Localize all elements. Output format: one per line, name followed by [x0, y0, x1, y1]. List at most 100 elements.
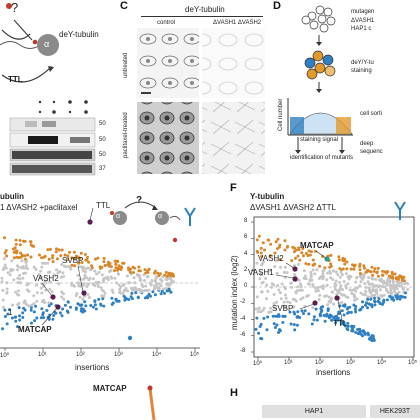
scatter-point [113, 276, 117, 280]
scatter-point [18, 239, 22, 242]
arrow-line [13, 19, 33, 41]
x-tick-label: 10⁵ [190, 352, 200, 358]
scatter-point [88, 276, 92, 280]
scatter-point [271, 314, 275, 318]
microscopy-grid [137, 28, 265, 174]
scatter-point [119, 285, 123, 289]
scatter-point [338, 280, 342, 284]
panel-a-schematic [0, 3, 96, 176]
schematic-arrow [124, 201, 157, 209]
scatter-point [390, 272, 394, 276]
scatter-point [289, 281, 293, 285]
scatter-point [293, 312, 297, 316]
scatter-point [321, 255, 325, 258]
scatter-point [3, 251, 7, 255]
scatter-point [43, 280, 47, 284]
scatter-point [367, 276, 371, 280]
scatter-point [344, 283, 348, 287]
scatter-point [1, 327, 5, 331]
flow-arrow-head [295, 150, 301, 154]
scatter-point [346, 282, 350, 286]
tubulin-circle-left [113, 211, 127, 225]
scatter-point [259, 251, 263, 255]
scatter-point [39, 286, 43, 290]
scatter-point [359, 280, 363, 284]
scatter-point [335, 270, 338, 274]
scatter-point [367, 282, 371, 286]
scatter-point [51, 254, 55, 257]
panel-f-title-1: Y-tubulin [250, 192, 285, 201]
scatter-point [341, 267, 345, 271]
panel-label-h: H [230, 387, 238, 399]
scatter-point [366, 280, 370, 284]
scatter-point [80, 261, 84, 264]
scatter-point [300, 288, 304, 292]
leader-matcap [315, 250, 327, 259]
panel-c-title: deY-tubulin [185, 5, 225, 14]
scatter-point [49, 302, 53, 306]
scatter-point [87, 260, 91, 264]
scatter-point [16, 303, 20, 307]
scatter-point [266, 315, 270, 319]
scatter-point [115, 259, 119, 263]
scatter-point [102, 304, 106, 308]
identification-label: identification of mutants [290, 155, 354, 161]
scatter-point [350, 288, 354, 292]
scatter-point [345, 260, 349, 264]
scatter-point [61, 292, 65, 296]
row-untreated: untreated [123, 52, 129, 78]
scatter-point [279, 297, 283, 301]
scatter-point [361, 292, 365, 296]
scatter-point [84, 267, 88, 271]
gene-label-vash1: VASH1 [248, 268, 274, 277]
alpha-tubulin-circle [37, 34, 59, 56]
scatter-point [262, 306, 266, 310]
scatter-point [171, 272, 175, 276]
scatter-point [74, 307, 78, 311]
scatter-point [382, 299, 386, 303]
scatter-point [322, 275, 325, 279]
scatter-point [117, 272, 121, 276]
scatter-dots [254, 234, 410, 343]
scatter-point [116, 268, 119, 272]
scatter-point [127, 281, 131, 285]
scatter-point [82, 282, 86, 286]
scatter-point [290, 285, 294, 289]
scatter-point [351, 263, 354, 267]
gate-low [290, 117, 304, 134]
scatter-point [153, 293, 157, 297]
scatter-point [354, 310, 358, 314]
alpha-letter: α [44, 39, 50, 49]
scatter-point [29, 243, 33, 247]
scatter-point [372, 285, 376, 289]
scatter-point [326, 307, 330, 311]
y-tick-label: 4 [244, 250, 248, 257]
scatter-point [375, 284, 378, 288]
scatter-point [129, 295, 133, 299]
scatter-point [103, 264, 107, 267]
scatter-point [275, 323, 279, 327]
scatter-point [48, 280, 52, 284]
scatter-point [299, 283, 303, 287]
hist-x-label: staining signal [300, 137, 339, 143]
scatter-point [289, 322, 293, 326]
blot-band-loading [12, 151, 92, 159]
scatter-point [399, 284, 403, 288]
scatter-point [373, 296, 376, 300]
scatter-point [374, 277, 378, 281]
scatter-point [73, 257, 76, 261]
scatter-point [340, 273, 344, 277]
scatter-point-low [346, 321, 350, 325]
blot-band [42, 121, 56, 127]
scatter-point [285, 271, 289, 275]
scatter-point [342, 257, 346, 261]
scatter-point [390, 276, 394, 280]
scatter-point [354, 280, 358, 284]
scatter-point [55, 268, 59, 272]
gate-high [336, 117, 351, 134]
scatter-point [268, 268, 272, 272]
scatter-point [138, 287, 142, 291]
scatter-point [388, 294, 392, 298]
scatter-point [280, 282, 284, 286]
scatter-point [358, 308, 362, 312]
